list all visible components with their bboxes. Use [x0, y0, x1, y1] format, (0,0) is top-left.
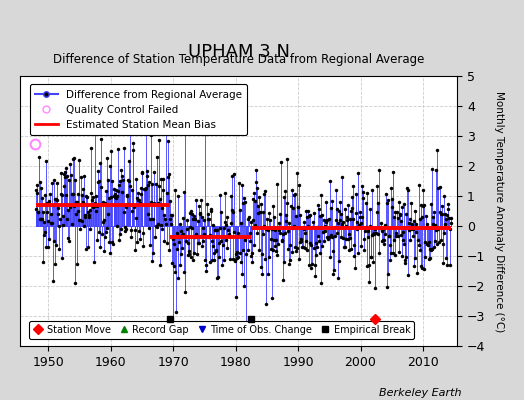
Legend: Station Move, Record Gap, Time of Obs. Change, Empirical Break: Station Move, Record Gap, Time of Obs. C… — [29, 321, 414, 339]
Text: Berkeley Earth: Berkeley Earth — [379, 388, 461, 398]
Y-axis label: Monthly Temperature Anomaly Difference (°C): Monthly Temperature Anomaly Difference (… — [494, 91, 504, 332]
Text: Difference of Station Temperature Data from Regional Average: Difference of Station Temperature Data f… — [53, 53, 424, 66]
Title: UPHAM 3 N: UPHAM 3 N — [188, 43, 290, 61]
